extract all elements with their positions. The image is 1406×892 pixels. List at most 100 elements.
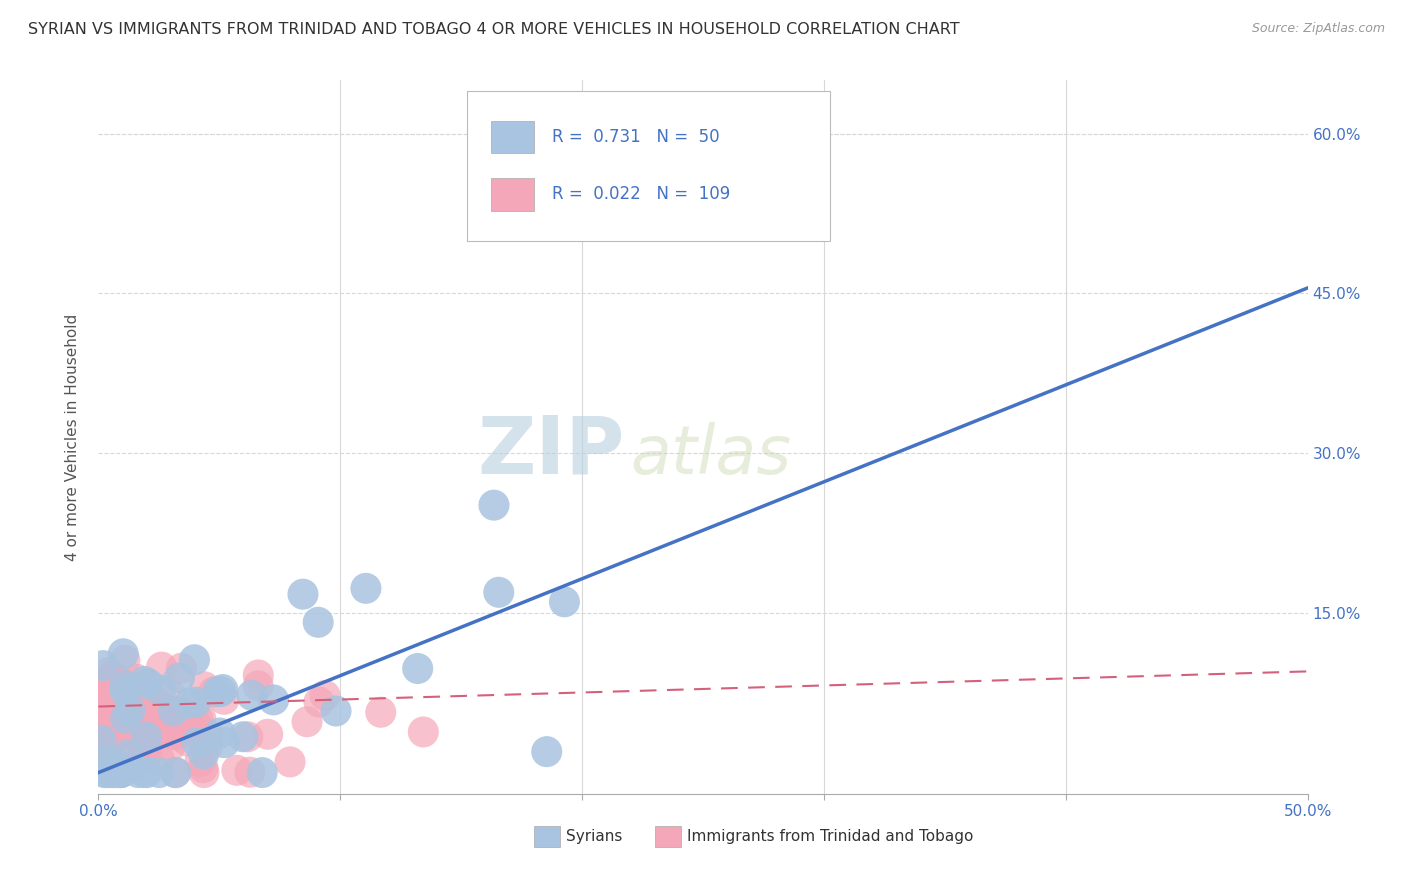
Point [110,765,132,780]
FancyBboxPatch shape [655,826,682,847]
Point [406,661,429,675]
Point [120,715,142,730]
Point [214,736,236,750]
Point [101,674,124,689]
Point [149,698,172,713]
Point [97,718,120,732]
Point [104,729,127,743]
Point [159,686,181,700]
FancyBboxPatch shape [492,121,534,153]
Point [108,728,131,742]
Point [247,668,270,682]
Point [134,765,156,780]
Point [165,765,187,780]
Point [193,739,215,753]
Point [101,669,124,683]
Point [190,712,212,726]
Point [150,715,173,730]
Point [308,695,330,709]
Point [104,693,127,707]
Y-axis label: 4 or more Vehicles in Household: 4 or more Vehicles in Household [65,313,80,561]
Point [314,689,336,703]
Point [91,714,114,729]
Point [94,737,117,751]
FancyBboxPatch shape [492,178,534,211]
Point [128,681,150,695]
Point [209,684,232,698]
Point [169,671,191,685]
Point [135,730,157,744]
Point [90,691,112,706]
Point [488,585,510,599]
Point [165,727,187,741]
Point [149,683,172,698]
Point [240,688,263,702]
Point [87,708,110,723]
Point [110,680,132,694]
Point [193,765,215,780]
Point [212,692,235,706]
Point [412,725,434,739]
Point [135,765,157,780]
Point [110,765,132,780]
Point [239,765,262,780]
Point [98,718,121,732]
Point [236,730,259,744]
Point [104,762,127,776]
Point [134,674,156,689]
Point [187,712,209,726]
Point [114,720,136,734]
Point [118,703,141,717]
Point [94,691,117,706]
Text: R =  0.022   N =  109: R = 0.022 N = 109 [551,186,730,203]
Point [115,697,138,711]
FancyBboxPatch shape [534,826,561,847]
Point [162,708,184,723]
Point [94,723,117,738]
Point [232,730,254,744]
Point [89,737,111,751]
Point [184,717,207,731]
Point [120,704,142,718]
Point [132,745,155,759]
FancyBboxPatch shape [467,91,830,241]
Point [105,716,128,731]
Point [150,660,173,674]
Text: Immigrants from Trinidad and Tobago: Immigrants from Trinidad and Tobago [688,830,974,844]
Point [165,765,187,780]
Point [132,742,155,756]
Point [90,733,112,747]
Point [90,708,112,723]
Point [197,728,219,742]
Point [87,728,110,742]
Point [97,665,120,680]
Point [114,653,136,667]
Point [225,764,247,778]
Point [211,682,233,697]
Text: R =  0.731   N =  50: R = 0.731 N = 50 [551,128,720,146]
Point [108,700,131,714]
Point [138,727,160,741]
Text: atlas: atlas [630,422,792,488]
Point [90,681,112,695]
Point [256,727,278,741]
Point [325,704,347,718]
Point [131,721,153,735]
Point [176,734,198,748]
Point [127,765,149,780]
Point [263,693,285,707]
Point [155,721,177,735]
Point [291,587,314,601]
Point [93,743,115,757]
Point [98,694,121,708]
Point [117,747,139,762]
Point [536,745,558,759]
Point [194,735,217,749]
Point [207,684,229,698]
Point [129,681,152,695]
Point [135,708,157,723]
Point [163,728,186,742]
Point [93,728,115,742]
Point [101,765,124,780]
Point [136,678,159,692]
